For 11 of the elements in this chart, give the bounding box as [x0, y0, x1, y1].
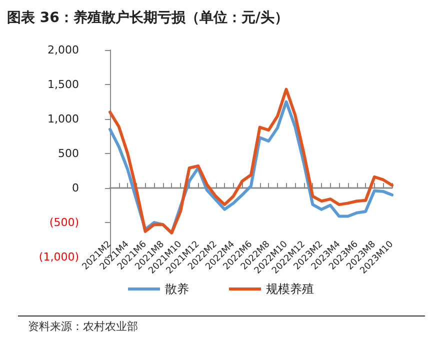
y-tick-label: 1,500 [48, 78, 79, 91]
text: 资料来源：农村农业部 [28, 320, 138, 333]
y-tick-label: 2,000 [48, 44, 79, 56]
y-tick-label: (1,000) [38, 250, 79, 264]
y-tick-label: 0 [72, 182, 79, 194]
chart-title: 图表 36：养殖散户长期亏损（单位：元/头） [7, 9, 288, 26]
y-tick-label: (500) [49, 216, 79, 229]
legend-label: 散养 [165, 282, 189, 296]
y-tick-label: 1,000 [48, 112, 79, 126]
legend-label: 规模养殖 [266, 282, 314, 296]
y-tick-label: 500 [58, 147, 79, 160]
